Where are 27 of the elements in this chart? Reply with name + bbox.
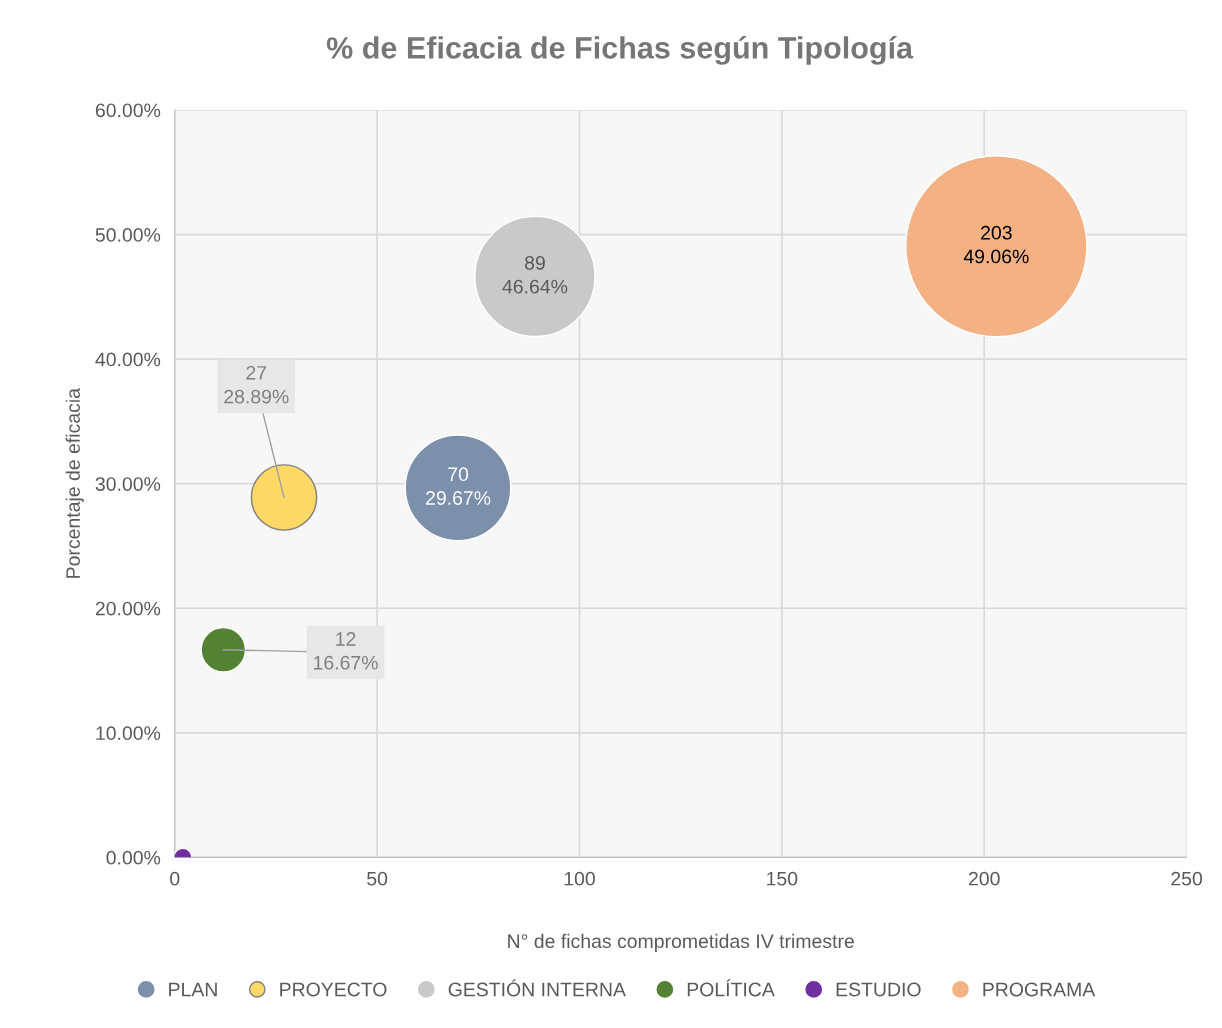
x-axis-title: N° de fichas comprometidas IV trimestre [508, 933, 854, 952]
x-tick-label: 50 [367, 871, 388, 886]
y-tick-label: 50.00% [95, 228, 161, 242]
x-tick-label: 250 [1171, 871, 1203, 886]
data-label: 89 46.64% [502, 255, 568, 294]
legend-label: POLÍTICA [687, 979, 775, 997]
data-label: 70 29.67% [426, 467, 491, 505]
y-tick-label: 30.00% [95, 477, 161, 491]
legend-label: PROYECTO [280, 982, 387, 997]
legend-label: ESTUDIO [836, 982, 921, 997]
legend-label: GESTIÓN INTERNA [448, 979, 626, 997]
x-tick-label: 0 [170, 871, 180, 886]
data-label: 12 16.67% [314, 632, 378, 670]
x-tick-label: 150 [767, 871, 798, 886]
y-tick-label: 0.00% [106, 850, 161, 865]
data-label: 203 49.06% [963, 225, 1029, 264]
x-tick-label: 200 [968, 871, 1000, 886]
y-tick-label: 20.00% [95, 601, 161, 616]
x-tick-label: 100 [564, 871, 595, 886]
y-tick-label: 60.00% [95, 103, 161, 118]
legend-label: PLAN [169, 982, 217, 997]
chart-title: % de Eficacia de Fichas según Tipología [326, 35, 914, 65]
y-tick-label: 40.00% [95, 352, 161, 367]
y-tick-label: 10.00% [96, 726, 161, 741]
y-axis-title: Porcentaje de eficacia [65, 388, 84, 578]
data-label: 27 28.89% [224, 365, 289, 404]
legend-label: PROGRAMA [983, 982, 1096, 997]
